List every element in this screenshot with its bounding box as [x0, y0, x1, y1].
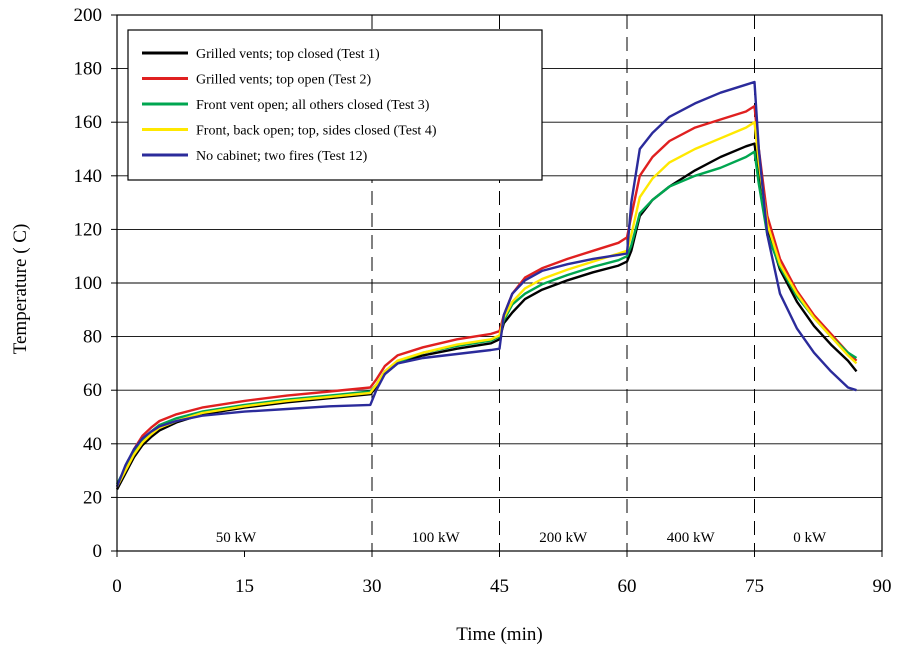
x-axis-title: Time (min)	[456, 624, 542, 645]
legend-label: Grilled vents; top open (Test 2)	[196, 73, 371, 88]
x-tick-label: 0	[112, 576, 122, 597]
y-axis-ticks: 0 20 40 60 80 100 120 140 160 180 200	[74, 5, 117, 562]
phase-label: 400 kW	[667, 530, 716, 546]
legend-label: Front vent open; all others closed (Test…	[196, 98, 430, 113]
x-tick-label: 75	[745, 576, 764, 597]
y-tick-label: 200	[74, 5, 103, 26]
x-tick-label: 15	[235, 576, 254, 597]
series-line-1	[115, 142, 858, 490]
y-tick-label: 180	[74, 59, 103, 80]
legend-label: Grilled vents; top closed (Test 1)	[196, 47, 380, 62]
legend: Grilled vents; top closed (Test 1) Grille…	[127, 29, 543, 181]
y-tick-label: 20	[83, 487, 102, 508]
phase-label: 100 kW	[412, 530, 461, 546]
y-tick-label: 100	[74, 273, 103, 294]
legend-box	[127, 29, 543, 181]
series-line-5	[115, 80, 857, 488]
y-tick-label: 140	[74, 166, 103, 187]
series-line-4	[115, 121, 858, 488]
phase-label: 50 kW	[216, 530, 257, 546]
legend-label: No cabinet; two fires (Test 12)	[196, 149, 368, 164]
legend-label: Front, back open; top, sides closed (Tes…	[196, 124, 437, 139]
y-tick-label: 80	[83, 327, 102, 348]
y-tick-label: 160	[74, 112, 103, 133]
phase-labels: 50 kW 100 kW 200 kW 400 kW 0 kW	[216, 530, 827, 546]
y-tick-label: 120	[74, 219, 103, 240]
x-tick-label: 30	[363, 576, 382, 597]
y-tick-label: 0	[93, 541, 103, 562]
phase-label: 200 kW	[539, 530, 588, 546]
y-tick-label: 40	[83, 434, 102, 455]
y-axis-title: Temperature ( C)	[10, 224, 31, 355]
x-tick-label: 45	[490, 576, 509, 597]
x-tick-label: 90	[873, 576, 892, 597]
phase-label: 0 kW	[793, 530, 827, 546]
x-axis-ticks: 0 15 30 45 60 75 90	[112, 551, 892, 597]
series-line-3	[115, 150, 858, 485]
y-tick-label: 60	[83, 380, 102, 401]
series-lines	[115, 80, 858, 490]
x-tick-label: 60	[618, 576, 637, 597]
